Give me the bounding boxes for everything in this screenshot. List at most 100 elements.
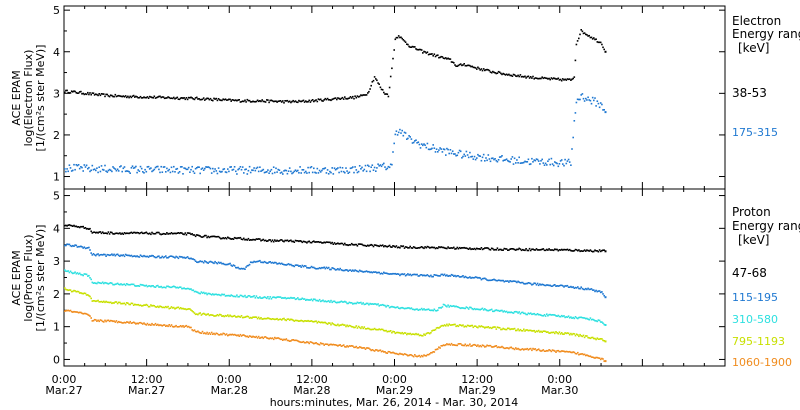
data-point xyxy=(218,99,221,101)
data-point xyxy=(305,241,307,243)
data-point xyxy=(355,302,358,305)
data-point xyxy=(396,306,399,308)
data-point xyxy=(206,166,208,168)
data-point xyxy=(575,249,578,251)
data-point xyxy=(497,159,500,161)
data-point xyxy=(230,166,232,168)
data-point xyxy=(201,292,204,294)
data-point xyxy=(435,148,438,150)
data-point xyxy=(333,268,336,270)
data-point xyxy=(246,239,249,241)
data-point xyxy=(217,333,220,336)
data-point xyxy=(391,273,393,275)
data-point xyxy=(163,97,166,100)
data-point xyxy=(596,356,599,359)
data-point xyxy=(588,99,590,101)
data-point xyxy=(353,346,355,349)
data-point xyxy=(422,246,424,249)
data-point xyxy=(527,282,530,284)
data-point xyxy=(101,254,104,256)
data-point xyxy=(595,320,597,322)
data-point xyxy=(121,254,123,257)
data-point xyxy=(548,77,550,80)
data-point xyxy=(272,100,275,103)
data-point xyxy=(554,350,556,352)
data-point xyxy=(591,318,594,321)
data-point xyxy=(271,172,274,175)
data-point xyxy=(378,328,380,330)
data-point xyxy=(261,318,263,320)
data-point xyxy=(586,335,588,337)
data-point xyxy=(173,285,175,288)
data-point xyxy=(381,89,384,91)
data-point xyxy=(169,171,172,174)
data-point xyxy=(346,302,348,305)
data-point xyxy=(267,317,269,319)
data-point xyxy=(200,236,203,238)
data-point xyxy=(435,54,438,57)
data-point xyxy=(223,263,226,266)
data-point xyxy=(457,275,460,277)
x-tick-time-label: 0:00 xyxy=(382,373,407,386)
data-point xyxy=(575,333,578,335)
data-point xyxy=(187,257,190,260)
data-point xyxy=(68,92,71,94)
data-point xyxy=(190,233,192,236)
data-point xyxy=(564,158,566,161)
data-point xyxy=(162,286,165,289)
data-point xyxy=(132,283,135,286)
data-point xyxy=(588,337,590,339)
data-point xyxy=(397,246,400,248)
data-point xyxy=(385,93,387,95)
data-point xyxy=(416,48,418,51)
data-point xyxy=(391,67,393,70)
data-point xyxy=(194,290,197,293)
data-point xyxy=(365,245,368,247)
data-point xyxy=(544,77,547,79)
data-point xyxy=(532,161,534,163)
data-point xyxy=(244,99,246,102)
data-point xyxy=(552,349,555,352)
data-point xyxy=(190,168,192,171)
data-point xyxy=(170,166,173,169)
data-point xyxy=(384,166,386,168)
data-point xyxy=(554,77,556,80)
data-point xyxy=(450,247,453,249)
data-point xyxy=(307,267,309,269)
data-point xyxy=(465,276,468,279)
data-point xyxy=(387,245,390,247)
data-point xyxy=(461,157,463,159)
data-point xyxy=(73,310,75,313)
data-point xyxy=(337,242,339,244)
data-point xyxy=(437,309,439,311)
data-point xyxy=(455,65,457,67)
data-point xyxy=(595,38,597,40)
data-point xyxy=(210,172,213,174)
data-point xyxy=(489,326,492,329)
data-point xyxy=(596,100,599,102)
data-point xyxy=(450,305,453,308)
data-point xyxy=(551,163,554,165)
data-point xyxy=(114,254,117,257)
data-point xyxy=(581,250,584,252)
data-point xyxy=(362,94,364,96)
data-point xyxy=(77,311,80,314)
data-point xyxy=(167,169,169,172)
data-point xyxy=(100,165,103,167)
data-point xyxy=(477,66,479,69)
data-point xyxy=(601,357,603,360)
data-point xyxy=(409,307,411,310)
data-point xyxy=(384,245,386,247)
data-point xyxy=(231,238,234,240)
data-point xyxy=(489,160,492,163)
data-point xyxy=(556,332,558,334)
data-point xyxy=(264,101,267,103)
data-point xyxy=(135,165,137,168)
data-point xyxy=(119,95,121,97)
data-point xyxy=(174,98,176,100)
data-point xyxy=(267,262,269,264)
data-point xyxy=(201,260,204,263)
data-point xyxy=(83,227,86,229)
data-point xyxy=(451,344,454,346)
data-point xyxy=(78,311,81,314)
